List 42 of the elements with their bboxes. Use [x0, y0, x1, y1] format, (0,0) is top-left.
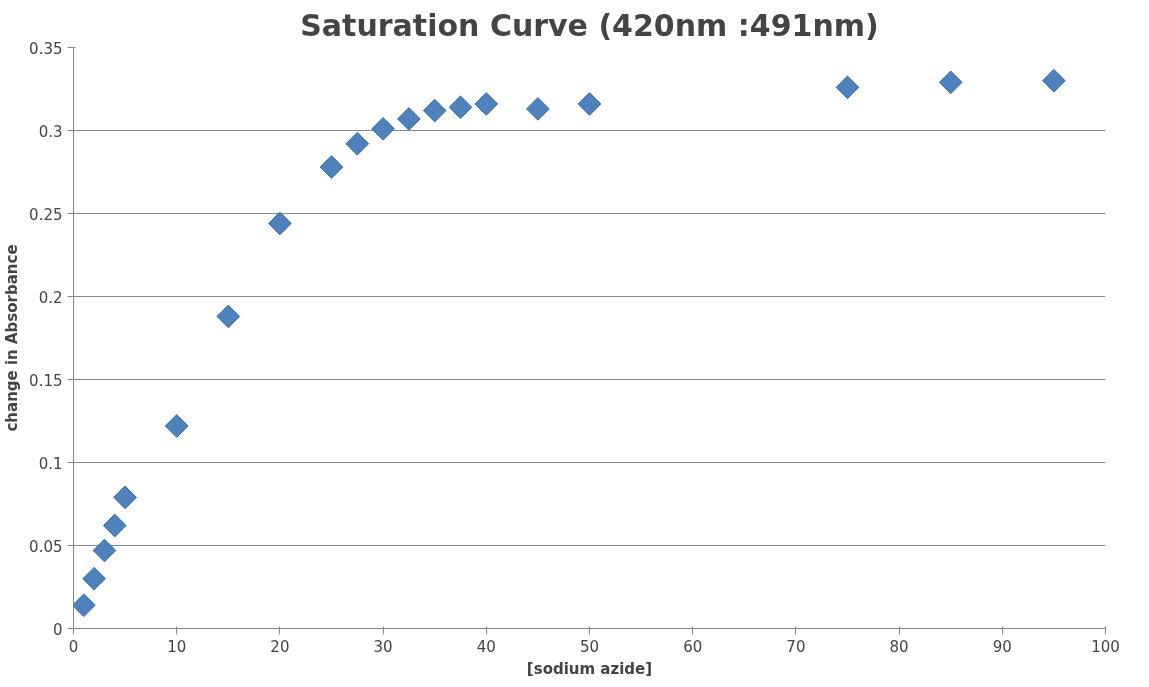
x-tick-label: 30: [373, 637, 393, 656]
point: [82, 566, 106, 591]
chart-title: Saturation Curve (420nm :491nm): [300, 7, 879, 43]
point: [371, 117, 395, 141]
point: [526, 97, 550, 121]
x-tick-label: 40: [476, 637, 496, 656]
x-tick-label: 50: [579, 637, 600, 656]
point: [319, 155, 344, 179]
y-tick-label: 0.05: [29, 537, 63, 556]
x-tick-label: 90: [992, 637, 1012, 656]
point: [938, 70, 963, 95]
x-tick-label: 10: [167, 637, 187, 656]
point: [474, 92, 499, 116]
point: [397, 107, 421, 131]
point: [1042, 68, 1066, 93]
point: [448, 95, 473, 120]
y-axis-title: change in Absorbance: [3, 244, 22, 432]
x-tick-label: 20: [270, 637, 290, 656]
y-tick-label: 0.35: [29, 39, 63, 58]
x-axis-title: [sodium azide]: [526, 659, 653, 678]
x-tick-label: 100: [1091, 637, 1120, 656]
y-tick-label: 0.25: [29, 205, 63, 224]
x-tick-label: 60: [683, 637, 703, 656]
y-tick-label: 0.2: [38, 288, 63, 307]
x-tick-label: 80: [889, 637, 909, 656]
point: [102, 513, 127, 538]
point: [577, 92, 602, 116]
y-tick-label: 0.1: [38, 454, 63, 473]
y-tick-label: 0.15: [29, 371, 63, 390]
point: [422, 98, 447, 123]
point: [92, 538, 117, 563]
point: [345, 131, 370, 156]
point: [164, 414, 189, 438]
point: [268, 211, 292, 236]
y-tick-label: 0.3: [38, 122, 63, 141]
x-tick-label: 70: [786, 637, 806, 656]
point: [113, 485, 137, 510]
x-tick-label: 0: [68, 637, 79, 656]
y-tick-label: 0: [52, 620, 63, 639]
point: [835, 75, 860, 100]
point: [216, 304, 241, 329]
point: [73, 593, 96, 618]
